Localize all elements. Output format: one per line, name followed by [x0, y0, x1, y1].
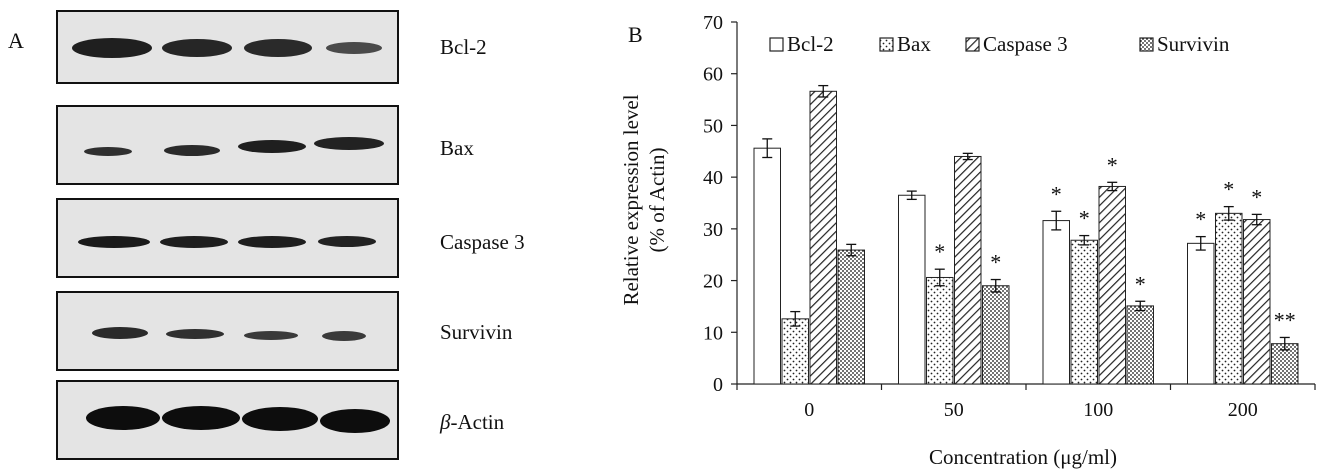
axes: 0 10 20 30 40 50 60 70 0 50 100 200 — [703, 12, 1316, 421]
legend-swatch — [965, 37, 980, 52]
blot-band — [72, 38, 152, 58]
bar — [898, 194, 926, 385]
actin-label-text: -Actin — [450, 410, 505, 434]
bar — [809, 90, 837, 385]
y-tick-label: 70 — [703, 12, 723, 34]
legend-label: Bax — [897, 32, 931, 56]
bar — [1243, 219, 1271, 385]
blot-band — [320, 409, 390, 433]
bar-chart: B Bcl-2 Bax Caspase 3 Survivin Relative exp… — [619, 12, 1316, 469]
blot-band — [318, 236, 376, 247]
blot-label-bcl2: Bcl-2 — [440, 35, 487, 59]
blot-band — [92, 327, 148, 339]
blot-band — [160, 236, 228, 248]
bars: * ******* *** — [753, 84, 1299, 385]
blot-band — [326, 42, 382, 54]
blot-band — [162, 39, 232, 57]
y-tick-label: 20 — [703, 271, 723, 293]
significance-mark: * — [934, 239, 945, 264]
bar — [1042, 220, 1070, 385]
bar — [1126, 305, 1154, 385]
blot-band — [162, 406, 240, 430]
x-tick-label: 200 — [1228, 399, 1258, 421]
y-axis-label: Relative expression level (% of Actin) — [619, 94, 669, 305]
bar — [1215, 212, 1243, 385]
blot-band — [84, 147, 132, 156]
y-axis-label-line1: Relative expression level — [619, 94, 643, 305]
significance-mark: * — [1079, 206, 1090, 231]
blot-label-survivin: Survivin — [440, 320, 513, 344]
significance-mark: * — [1223, 177, 1234, 202]
y-axis-label-line2: (% of Actin) — [645, 148, 669, 253]
blot-band — [166, 329, 224, 339]
blot-band — [314, 137, 384, 150]
blot-label-caspase3: Caspase 3 — [440, 230, 525, 254]
x-tick-label: 50 — [944, 399, 964, 421]
bar — [982, 285, 1010, 385]
blot-caspase3 — [56, 198, 399, 278]
legend-swatch — [879, 37, 894, 52]
blot-band — [164, 145, 220, 156]
bar — [926, 276, 954, 385]
bar — [954, 155, 982, 385]
legend-label: Bcl-2 — [787, 32, 834, 56]
blot-band — [86, 406, 160, 430]
legend-swatch — [769, 37, 784, 52]
legend: Bcl-2 Bax Caspase 3 Survivin — [769, 32, 1230, 56]
beta-symbol: β — [440, 410, 451, 434]
blot-bax — [56, 105, 399, 185]
blot-band — [244, 331, 298, 340]
bar — [1098, 185, 1126, 385]
y-tick-label: 30 — [703, 219, 723, 241]
significance-mark: * — [1107, 152, 1118, 177]
bar — [781, 318, 809, 385]
blot-label-bax: Bax — [440, 136, 474, 160]
blot-actin — [56, 380, 399, 460]
legend-label: Caspase 3 — [983, 32, 1068, 56]
y-tick-label: 0 — [713, 374, 723, 396]
significance-mark: * — [1051, 181, 1062, 206]
y-tick-label: 40 — [703, 167, 723, 189]
blot-survivin — [56, 291, 399, 371]
significance-mark: ** — [1274, 307, 1296, 332]
blot-label-actin: β-Actin — [440, 410, 504, 435]
significance-mark: * — [1195, 207, 1206, 232]
blot-band — [238, 140, 306, 153]
panel-b-label: B — [628, 22, 643, 47]
blot-band — [244, 39, 312, 57]
significance-mark: * — [990, 250, 1001, 275]
bar — [837, 249, 865, 385]
x-tick-label: 100 — [1083, 399, 1113, 421]
blot-band — [238, 236, 306, 248]
blot-band — [322, 331, 366, 341]
y-tick-label: 60 — [703, 64, 723, 86]
blot-band — [242, 407, 318, 431]
significance-mark: * — [1135, 271, 1146, 296]
bar — [1187, 242, 1215, 385]
legend-swatch — [1139, 37, 1154, 52]
y-tick-label: 10 — [703, 322, 723, 344]
x-tick-label: 0 — [804, 399, 814, 421]
blot-band — [78, 236, 150, 248]
panel-a-label: A — [8, 28, 24, 53]
blot-bcl2 — [56, 10, 399, 84]
bar — [1070, 239, 1098, 385]
significance-mark: * — [1251, 184, 1262, 209]
x-axis-label: Concentration (μg/ml) — [929, 445, 1117, 469]
legend-label: Survivin — [1157, 32, 1230, 56]
y-tick-label: 50 — [703, 115, 723, 137]
bar — [753, 147, 781, 385]
